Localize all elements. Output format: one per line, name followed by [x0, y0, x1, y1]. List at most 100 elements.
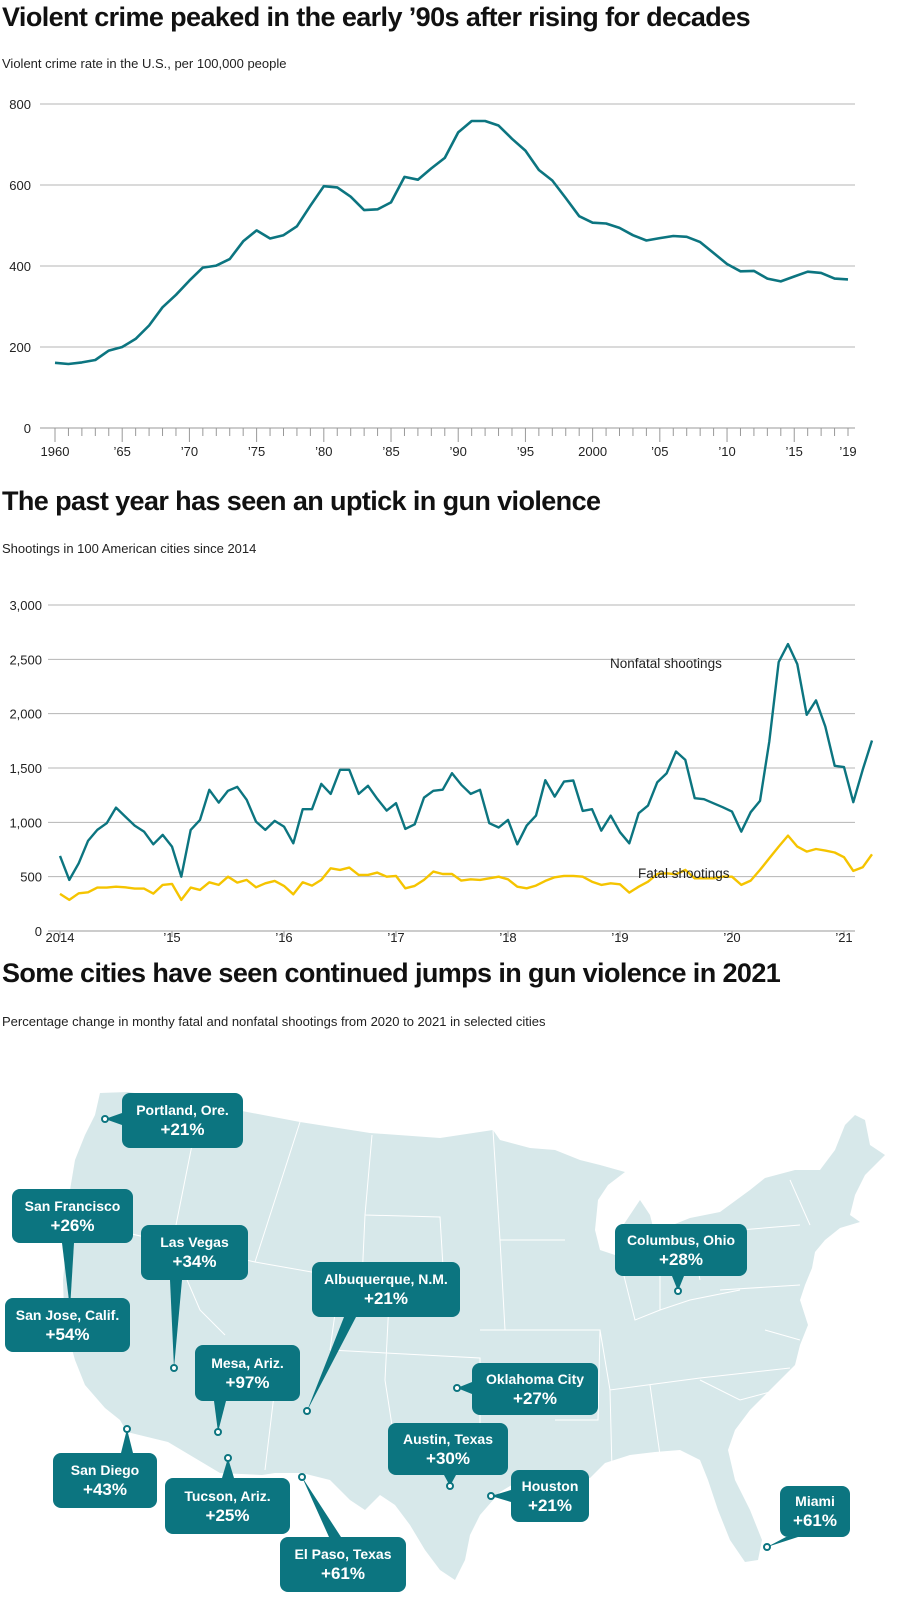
x-tick-label: 2014: [46, 930, 75, 945]
x-tick-label: ’85: [382, 444, 399, 459]
callout-city: Mesa, Ariz.: [211, 1354, 284, 1371]
callout-change: +30%: [426, 1448, 470, 1468]
callout-city: Miami: [795, 1493, 835, 1509]
city-marker-icon: [763, 1543, 771, 1551]
violent-crime-line-chart: 0 200 400 600 800 1960 ’65 ’70 ’75 ’80 ’85 ’90 ’95 20…: [9, 97, 856, 459]
y-tick-label: 2,000: [9, 707, 42, 722]
callout-change: +97%: [225, 1372, 270, 1392]
callout-las-vegas: Las Vegas +34%: [141, 1225, 248, 1280]
nonfatal-shootings-line: [58, 642, 874, 882]
callout-change: +27%: [513, 1388, 557, 1408]
x-tick-label: ’80: [315, 444, 332, 459]
callout-city: Tucson, Ariz.: [184, 1487, 271, 1504]
violent-crime-rate-line: [54, 119, 849, 366]
callout-change: +54%: [45, 1324, 90, 1344]
callout-city: San Francisco: [24, 1197, 121, 1214]
callout-city: Columbus, Ohio: [626, 1231, 736, 1248]
city-marker-icon: [453, 1384, 461, 1392]
callout-city: Las Vegas: [160, 1234, 229, 1250]
city-marker-icon: [224, 1454, 232, 1462]
callout-change: +26%: [50, 1215, 95, 1235]
chart2-title: The past year has seen an uptick in gun …: [2, 486, 601, 516]
x-tick-label: ’19: [839, 444, 856, 459]
callout-city: Austin, Texas: [403, 1430, 493, 1447]
map-title: Some cities have seen continued jumps in…: [2, 958, 781, 988]
callout-tucson-ariz: Tucson, Ariz. +25%: [165, 1478, 290, 1534]
chart1-title: Violent crime peaked in the early ’90s a…: [2, 2, 751, 32]
callout-pointer: [444, 1475, 456, 1486]
x-tick-label: ’95: [517, 444, 534, 459]
y-tick-label: 0: [35, 924, 42, 939]
city-marker-icon: [298, 1473, 306, 1481]
callout-pointer: [170, 1280, 182, 1368]
callout-change: +43%: [83, 1480, 127, 1499]
x-tick-label: ’17: [387, 930, 404, 945]
callout-pointer: [491, 1490, 511, 1502]
x-tick-label: ’75: [248, 444, 265, 459]
y-tick-label: 500: [20, 870, 42, 885]
chart2-subtitle: Shootings in 100 American cities since 2…: [2, 541, 257, 556]
y-tick-label: 400: [9, 259, 31, 274]
callout-city: Albuquerque, N.M.: [324, 1271, 448, 1287]
callout-change: +25%: [205, 1505, 250, 1525]
x-tick-label: ’21: [835, 930, 852, 945]
callout-change: +21%: [364, 1289, 408, 1308]
callout-pointer: [214, 1401, 226, 1432]
fatal-series-label: Fatal shootings: [638, 866, 730, 881]
x-tick-label: ’16: [275, 930, 292, 945]
y-tick-label: 1,000: [9, 815, 42, 830]
callout-austin-texas: Austin, Texas +30%: [388, 1423, 508, 1475]
x-tick-label: ’18: [499, 930, 516, 945]
x-tick-label: ’05: [651, 444, 668, 459]
callout-pointer: [672, 1276, 684, 1291]
callout-san-francisco: San Francisco +26%: [12, 1189, 133, 1243]
callout-city: San Jose, Calif.: [15, 1306, 120, 1323]
callout-change: +34%: [172, 1252, 217, 1271]
city-marker-icon: [303, 1407, 311, 1415]
y-tick-label: 600: [9, 178, 31, 193]
callout-city: Houston: [521, 1477, 579, 1494]
y-tick-label: 3,000: [9, 598, 42, 613]
y-tick-label: 200: [9, 340, 31, 355]
map-subtitle: Percentage change in monthy fatal and no…: [2, 1014, 546, 1029]
city-marker-icon: [674, 1287, 682, 1295]
callout-pointer: [222, 1458, 234, 1478]
city-marker-icon: [101, 1115, 109, 1123]
callout-oklahoma-city: Oklahoma City +27%: [472, 1363, 598, 1415]
callout-portland-ore: Portland, Ore. +21%: [122, 1093, 243, 1148]
x-tick-label: ’65: [114, 444, 131, 459]
callout-pointer: [62, 1243, 74, 1309]
y-tick-label: 1,500: [9, 761, 42, 776]
callout-houston: Houston +21%: [511, 1470, 589, 1522]
fatal-shootings-line: [59, 834, 873, 902]
x-tick-label: 2000: [578, 444, 607, 459]
nonfatal-series-label: Nonfatal shootings: [610, 656, 722, 671]
callout-pointer: [105, 1113, 122, 1125]
callout-pointer: [302, 1477, 341, 1537]
callout-columbus-ohio: Columbus, Ohio +28%: [615, 1224, 747, 1276]
callout-pointer: [457, 1382, 472, 1394]
callout-city: Portland, Ore.: [136, 1102, 229, 1118]
shootings-line-chart: 0 500 1,000 1,500 2,000 2,500 3,000 2014 ’15 ’16 ’…: [9, 598, 874, 945]
callout-pointer: [121, 1429, 133, 1453]
city-marker-icon: [123, 1425, 131, 1433]
callout-city: San Diego: [70, 1462, 140, 1478]
callout-pointer: [307, 1317, 356, 1411]
callout-change: +28%: [659, 1249, 703, 1269]
city-marker-icon: [214, 1428, 222, 1436]
callout-change: +61%: [321, 1564, 365, 1583]
city-marker-icon: [487, 1492, 495, 1500]
y-tick-label: 800: [9, 97, 31, 112]
callout-albuquerque-n-m: Albuquerque, N.M. +21%: [312, 1262, 460, 1317]
x-tick-label: ’70: [181, 444, 198, 459]
callout-change: +21%: [160, 1120, 205, 1139]
callout-el-paso-texas: El Paso, Texas +61%: [280, 1537, 406, 1592]
callout-city: Oklahoma City: [485, 1370, 585, 1387]
city-marker-icon: [446, 1482, 454, 1490]
chart1-subtitle: Violent crime rate in the U.S., per 100,…: [2, 56, 287, 71]
us-outline: [63, 1092, 885, 1580]
callout-miami: Miami +61%: [780, 1486, 850, 1537]
x-tick-label: 1960: [41, 444, 70, 459]
callout-city: El Paso, Texas: [294, 1546, 392, 1562]
callout-pointers: [62, 1113, 798, 1551]
